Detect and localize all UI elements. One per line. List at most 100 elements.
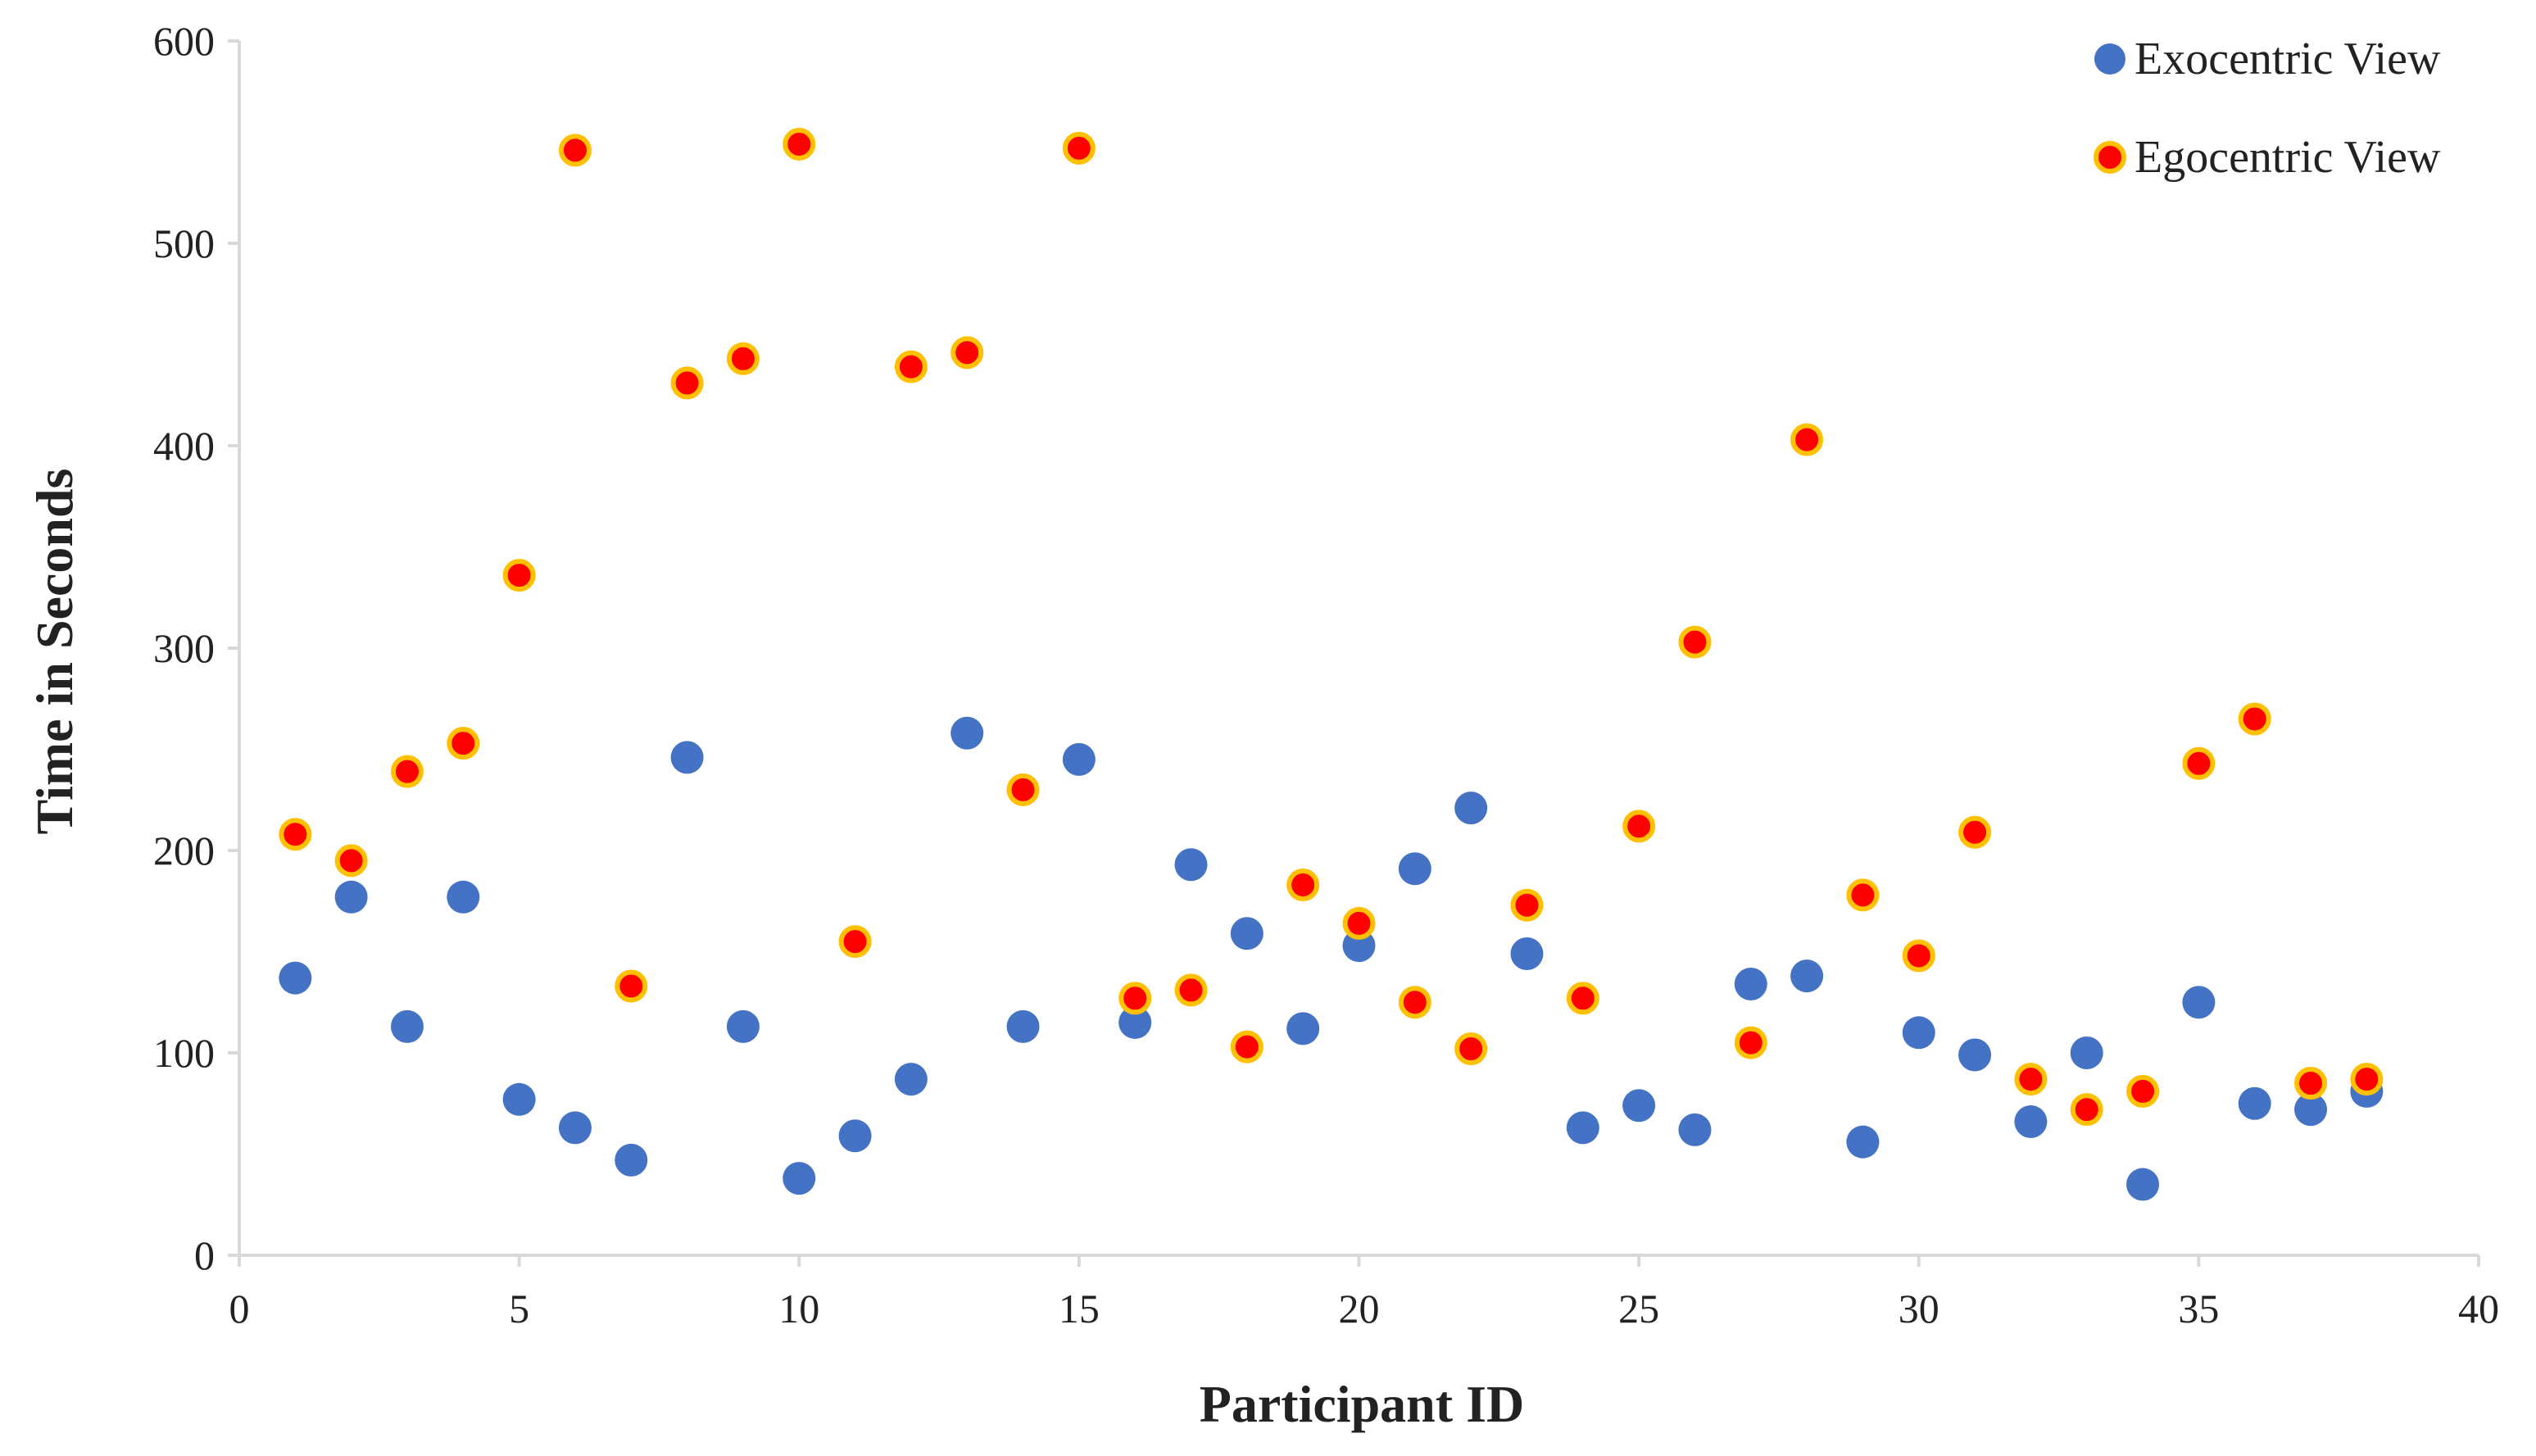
axes (238, 41, 2479, 1257)
data-point (1678, 1113, 1712, 1146)
data-point (1846, 878, 1880, 912)
data-point (2182, 746, 2216, 780)
data-point (502, 1082, 536, 1116)
data-point (1902, 1016, 1935, 1050)
data-point (2350, 1063, 2384, 1096)
legend-item-egocentric: Egocentric View (2094, 132, 2441, 183)
data-point (1398, 986, 1431, 1019)
data-point (726, 342, 760, 375)
data-point (950, 716, 984, 750)
legend-label-egocentric: Egocentric View (2135, 132, 2441, 183)
y-axis-title: Time in Seconds (25, 469, 84, 835)
data-point (1174, 848, 1208, 882)
data-point (1958, 1038, 1992, 1072)
data-point (670, 366, 704, 400)
data-point (1622, 810, 1656, 843)
data-point (2182, 986, 2216, 1019)
data-point (2014, 1104, 2048, 1138)
data-point (615, 969, 648, 1003)
y-tick-label: 400 (153, 423, 215, 469)
data-point (390, 755, 424, 788)
x-axis-title: Participant ID (1200, 1375, 1524, 1433)
y-tick-label: 600 (153, 18, 215, 64)
data-point (1398, 852, 1431, 886)
legend-marker-egocentric (2094, 141, 2126, 174)
data-point (1118, 982, 1152, 1015)
data-point (279, 818, 312, 851)
x-axis-ticks: 0 5 10 15 20 25 30 35 40 (229, 1255, 2499, 1331)
data-point (1846, 1125, 1880, 1159)
data-point (1062, 131, 1096, 165)
data-point (1734, 968, 1767, 1001)
data-point (390, 1009, 424, 1043)
data-point (502, 559, 536, 592)
data-point (1678, 625, 1712, 659)
y-tick-label: 100 (153, 1030, 215, 1076)
data-point (1902, 939, 1935, 973)
legend: Exocentric View Egocentric View (2094, 34, 2441, 183)
data-point (670, 741, 704, 774)
data-point (1454, 792, 1488, 825)
data-point (2294, 1093, 2328, 1127)
data-point (334, 844, 368, 878)
data-point (447, 727, 480, 760)
data-point (1566, 1111, 1599, 1145)
x-tick-label: 10 (778, 1286, 819, 1331)
data-point (279, 961, 312, 995)
data-point (1790, 423, 1824, 456)
series-exocentric (279, 716, 2384, 1201)
y-tick-label: 0 (194, 1232, 215, 1278)
data-point (1622, 1089, 1656, 1123)
data-points (279, 127, 2384, 1201)
x-tick-label: 35 (2178, 1286, 2219, 1331)
data-point (1342, 906, 1376, 940)
data-point (1286, 868, 1320, 901)
x-tick-label: 30 (1899, 1286, 1939, 1331)
data-point (558, 134, 592, 167)
data-point (894, 350, 928, 383)
data-point (615, 1143, 648, 1177)
data-point (1958, 815, 1992, 849)
y-axis-ticks: 0 100 200 300 400 500 600 (153, 18, 239, 1278)
data-point (1230, 1030, 1263, 1064)
data-point (2126, 1168, 2160, 1201)
data-point (1174, 973, 1208, 1007)
data-point (2294, 1067, 2328, 1100)
data-point (838, 1119, 872, 1153)
data-point (2126, 1074, 2160, 1108)
data-point (1006, 773, 1040, 806)
y-tick-label: 500 (153, 220, 215, 266)
data-point (783, 127, 816, 161)
data-point (1230, 917, 1263, 950)
legend-label-exocentric: Exocentric View (2135, 34, 2441, 84)
x-tick-label: 0 (229, 1286, 250, 1331)
series-egocentric (279, 127, 2384, 1127)
y-tick-label: 300 (153, 625, 215, 671)
data-point (2070, 1036, 2103, 1069)
data-point (2238, 1086, 2271, 1120)
data-point (1510, 937, 1544, 970)
data-point (1118, 1005, 1152, 1039)
x-tick-label: 40 (2458, 1286, 2499, 1331)
data-point (2070, 1093, 2103, 1127)
data-point (447, 880, 480, 914)
data-point (558, 1111, 592, 1145)
legend-item-exocentric: Exocentric View (2094, 34, 2441, 84)
x-tick-label: 20 (1339, 1286, 1380, 1331)
data-point (2238, 702, 2271, 736)
data-point (334, 880, 368, 914)
data-point (1790, 959, 1824, 993)
data-point (1454, 1032, 1488, 1066)
data-point (1006, 1009, 1040, 1043)
x-tick-label: 5 (509, 1286, 529, 1331)
data-point (1566, 982, 1599, 1015)
data-point (1286, 1012, 1320, 1046)
data-point (1734, 1026, 1767, 1059)
legend-marker-exocentric (2094, 43, 2125, 75)
data-point (894, 1063, 928, 1096)
data-point (783, 1162, 816, 1195)
data-point (2014, 1063, 2048, 1096)
x-tick-label: 15 (1059, 1286, 1100, 1331)
data-point (726, 1009, 760, 1043)
